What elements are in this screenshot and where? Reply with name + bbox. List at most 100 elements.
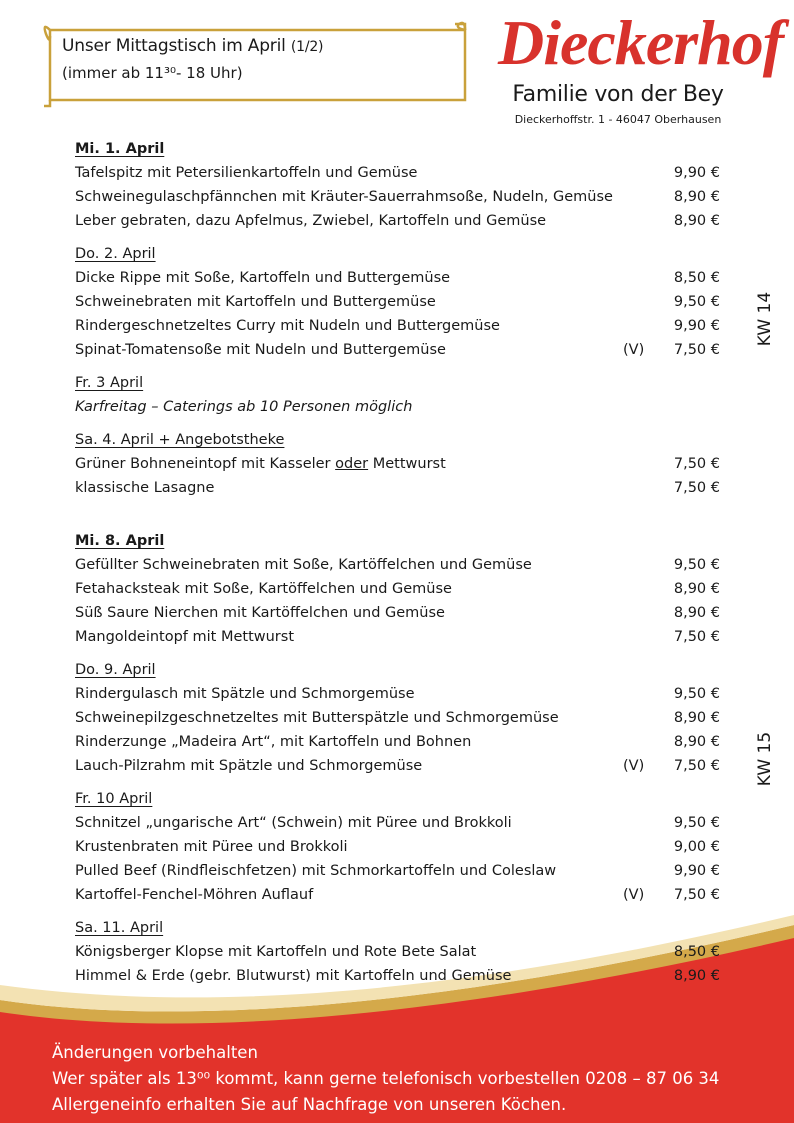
footer-line: Wer später als 13⁰⁰ kommt, kann gerne te… — [52, 1069, 720, 1088]
item-name: Himmel & Erde (gebr. Blutwurst) mit Kart… — [75, 968, 512, 984]
item-name: Rindergeschnetzeltes Curry mit Nudeln un… — [75, 318, 500, 334]
item-name: Kartoffel-Fenchel-Möhren Auflauf — [75, 887, 314, 903]
brand-address: Dieckerhoffstr. 1 - 46047 Oberhausen — [514, 113, 722, 126]
footer: Änderungen vorbehalten Wer später als 13⁰… — [52, 1040, 719, 1118]
week-label: KW 15 — [755, 731, 775, 786]
item-name: Pulled Beef (Rindfleischfetzen) mit Schm… — [75, 863, 557, 879]
item-name: Schweinepilzgeschnetzeltes mit Butterspä… — [75, 710, 559, 726]
footer-band — [0, 935, 794, 1123]
footer-line: Änderungen vorbehalten — [52, 1043, 258, 1062]
menu-item: Rindergulasch mit Spätzle und Schmorgemü… — [75, 682, 720, 706]
item-price: 9,90 € — [673, 318, 720, 334]
menu-item: Spinat-Tomatensoße mit Nudeln und Butter… — [75, 338, 720, 362]
item-name: Schnitzel „ungarische Art“ (Schwein) mit… — [75, 815, 512, 831]
item-price: 7,50 € — [673, 342, 720, 358]
menu-item: Schweinepilzgeschnetzeltes mit Butterspä… — [75, 706, 720, 730]
item-name: Rindergulasch mit Spätzle und Schmorgemü… — [75, 686, 415, 702]
day-title: Sa. 4. April + Angebotstheke — [75, 432, 285, 448]
menu-item: Krustenbraten mit Püree und Brokkoli 9,00… — [75, 835, 720, 859]
item-name: Gefüllter Schweinebraten mit Soße, Kartö… — [75, 557, 532, 573]
item-price: 8,90 € — [673, 605, 720, 621]
item-price: 9,50 € — [673, 815, 720, 831]
item-price: 8,90 € — [673, 968, 720, 984]
item-name: Königsberger Klopse mit Kartoffeln und R… — [75, 944, 477, 960]
header: Unser Mittagstisch im April (1/2) (immer… — [62, 36, 452, 82]
week: KW 15 Mi. 8. April Gefüllter Schweinebrate… — [75, 529, 775, 988]
menu-item: Rinderzunge „Madeira Art“, mit Kartoffel… — [75, 730, 720, 754]
item-name: Mangoldeintopf mit Mettwurst — [75, 629, 295, 645]
day-title: Do. 2. April — [75, 246, 156, 262]
day-note: Karfreitag – Caterings ab 10 Personen mö… — [75, 399, 413, 415]
day: Mi. 8. April Gefüllter Schweinebraten mit… — [75, 529, 720, 649]
item-name: Grüner Bohneneintopf mit Kasseler oder M… — [75, 456, 446, 472]
day: Mi. 1. April Tafelspitz mit Petersilienka… — [75, 137, 720, 233]
item-name: Süß Saure Nierchen mit Kartöffelchen und… — [75, 605, 445, 621]
item-price: 7,50 € — [673, 758, 720, 774]
day-title: Do. 9. April — [75, 662, 156, 678]
menu-item: Kartoffel-Fenchel-Möhren Auflauf (V) 7,50 … — [75, 883, 720, 907]
item-price: 9,90 € — [673, 165, 720, 181]
item-price: 8,90 € — [673, 581, 720, 597]
item-name: klassische Lasagne — [75, 480, 215, 496]
footer-line: Allergeneinfo erhalten Sie auf Nachfrage… — [52, 1095, 567, 1114]
brand-subtitle: Familie von der Bey — [512, 82, 724, 107]
day-title: Mi. 8. April — [75, 533, 165, 549]
menu-item: Schnitzel „ungarische Art“ (Schwein) mit… — [75, 811, 720, 835]
item-price: 9,50 € — [673, 294, 720, 310]
item-name: Tafelspitz mit Petersilienkartoffeln und… — [75, 165, 418, 181]
day: Sa. 11. April Königsberger Klopse mit Kar… — [75, 916, 720, 988]
item-name-part: Mettwurst — [368, 456, 446, 472]
menu-item: Grüner Bohneneintopf mit Kasseler oder M… — [75, 452, 720, 476]
menu-item: Mangoldeintopf mit Mettwurst 7,50 € — [75, 625, 720, 649]
day: Fr. 10 April Schnitzel „ungarische Art“ (… — [75, 787, 720, 907]
menu-item: Süß Saure Nierchen mit Kartöffelchen und… — [75, 601, 720, 625]
item-price: 8,90 € — [673, 710, 720, 726]
week: KW 14 Mi. 1. April Tafelspitz mit Petersil… — [75, 137, 775, 500]
menu-item: klassische Lasagne 7,50 € — [75, 476, 720, 500]
item-price: 9,50 € — [673, 557, 720, 573]
day-title: Fr. 3 April — [75, 375, 144, 391]
menu-item: Königsberger Klopse mit Kartoffeln und R… — [75, 940, 720, 964]
light-wave — [0, 915, 794, 1012]
header-part: (1/2) — [290, 39, 324, 55]
item-name: Spinat-Tomatensoße mit Nudeln und Butter… — [75, 342, 446, 358]
menu-item: Gefüllter Schweinebraten mit Soße, Kartö… — [75, 553, 720, 577]
item-name: Schweinebraten mit Kartoffeln und Butter… — [75, 294, 436, 310]
menu-item: Rindergeschnetzeltes Curry mit Nudeln un… — [75, 314, 720, 338]
day: Fr. 3 April Karfreitag – Caterings ab 10 … — [75, 371, 720, 419]
item-tag: (V) — [623, 887, 645, 903]
item-price: 8,90 € — [673, 189, 720, 205]
menu-item: Tafelspitz mit Petersilienkartoffeln und… — [75, 161, 720, 185]
day: Do. 2. April Dicke Rippe mit Soße, Kartof… — [75, 242, 720, 362]
item-price: 8,90 € — [673, 734, 720, 750]
day-title: Sa. 11. April — [75, 920, 164, 936]
item-price: 9,50 € — [673, 686, 720, 702]
item-name: Krustenbraten mit Püree und Brokkoli — [75, 839, 348, 855]
item-tag: (V) — [623, 758, 645, 774]
menu-item: Lauch-Pilzrahm mit Spätzle und Schmorgem… — [75, 754, 720, 778]
item-price: 8,50 € — [673, 944, 720, 960]
menu-item: Dicke Rippe mit Soße, Kartoffeln und But… — [75, 266, 720, 290]
item-name: Fetahacksteak mit Soße, Kartöffelchen un… — [75, 581, 452, 597]
header-title-line: Unser Mittagstisch im April (1/2) — [62, 36, 452, 56]
day: Sa. 4. April + Angebotstheke Grüner Bohne… — [75, 428, 720, 500]
gold-wave — [0, 925, 794, 1024]
item-name: Lauch-Pilzrahm mit Spätzle und Schmorgem… — [75, 758, 423, 774]
menu-item: Schweinegulaschpfännchen mit Kräuter-Sau… — [75, 185, 720, 209]
item-price: 7,50 € — [673, 887, 720, 903]
brand: Dieckerhof Familie von der Bey Dieckerho… — [498, 8, 784, 127]
menu-item: Fetahacksteak mit Soße, Kartöffelchen un… — [75, 577, 720, 601]
menu-item: Himmel & Erde (gebr. Blutwurst) mit Kart… — [75, 964, 720, 988]
item-name: Leber gebraten, dazu Apfelmus, Zwiebel, … — [75, 213, 547, 229]
item-price: 9,00 € — [673, 839, 720, 855]
item-name-part: Grüner Bohneneintopf mit Kasseler — [75, 456, 336, 472]
menu: KW 14 Mi. 1. April Tafelspitz mit Petersil… — [75, 128, 775, 988]
menu-item: Pulled Beef (Rindfleischfetzen) mit Schm… — [75, 859, 720, 883]
header-hours: (immer ab 11³⁰- 18 Uhr) — [62, 64, 243, 82]
day-title: Fr. 10 April — [75, 791, 153, 807]
item-name: Dicke Rippe mit Soße, Kartoffeln und But… — [75, 270, 451, 286]
menu-item: Leber gebraten, dazu Apfelmus, Zwiebel, … — [75, 209, 720, 233]
